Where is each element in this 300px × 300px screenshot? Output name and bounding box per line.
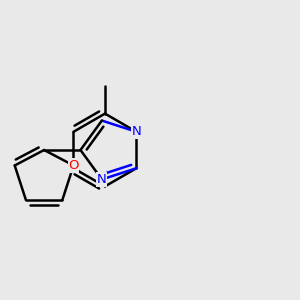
Text: O: O — [68, 159, 79, 172]
Text: N: N — [132, 125, 141, 138]
Text: N: N — [97, 173, 107, 186]
